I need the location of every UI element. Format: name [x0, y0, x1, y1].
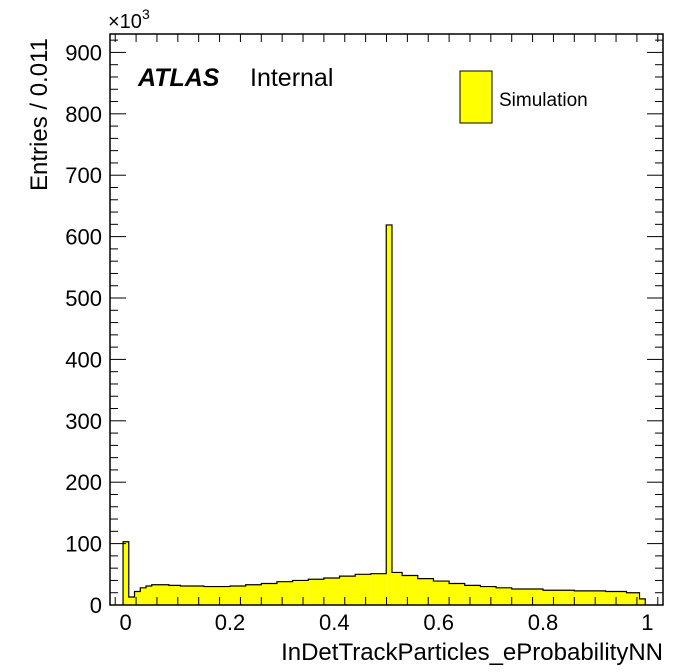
histogram-bin-27 [480, 586, 497, 605]
histogram-outline [122, 224, 646, 605]
y-scale-factor: ×10 [108, 11, 142, 33]
histogram-bin-8 [180, 585, 204, 605]
histogram-bin-25 [449, 583, 465, 605]
y-tick-label: 100 [65, 532, 102, 557]
x-tick-label: 0.4 [319, 610, 350, 635]
legend-swatch [459, 70, 493, 124]
histogram-bin-33 [626, 592, 640, 605]
y-tick-label: 800 [65, 102, 102, 127]
histogram-bin-4 [145, 585, 152, 605]
histogram-bin-15 [308, 579, 324, 605]
histogram-bin-1 [128, 597, 135, 605]
histogram-bin-29 [511, 589, 544, 605]
y-scale-exponent: 3 [142, 6, 150, 22]
x-tick-label: 1 [641, 610, 653, 635]
legend-entry-simulation: Simulation [499, 90, 588, 111]
x-axis-title: InDetTrackParticles_eProbabilityNN [281, 639, 663, 666]
atlas-label: ATLAS [137, 64, 220, 92]
histogram-bin-30 [543, 590, 575, 605]
y-axis-ticks: 0 100 200 300 400 500 600 700 800 900 [65, 39, 663, 618]
atlas-status: Internal [250, 64, 333, 92]
histogram-bin-23 [417, 578, 434, 605]
y-tick-label: 900 [65, 40, 102, 65]
histogram-bin-5 [151, 584, 158, 605]
y-tick-label: 700 [65, 163, 102, 188]
y-tick-label: 600 [65, 225, 102, 250]
histogram-bin-7 [168, 585, 181, 605]
histogram-bin-24 [433, 581, 450, 605]
histogram-bin-26 [464, 585, 481, 605]
histogram-bin-10 [229, 585, 246, 605]
histogram-bars [122, 224, 646, 605]
y-tick-label: 300 [65, 409, 102, 434]
y-tick-label: 0 [90, 593, 102, 618]
histogram-bin-21 [391, 572, 403, 605]
y-tick-label: 200 [65, 470, 102, 495]
histogram-bin-14 [292, 580, 309, 605]
histogram-bin-18 [355, 574, 371, 605]
histogram-bin-6 [157, 584, 169, 605]
x-tick-label: 0.2 [215, 610, 246, 635]
histogram-bin-11 [245, 584, 262, 605]
x-tick-label: 0.8 [528, 610, 559, 635]
histogram-bin-9 [203, 586, 230, 605]
histogram-bin-3 [140, 587, 146, 605]
histogram-bin-13 [276, 581, 293, 605]
histogram-bin-12 [261, 583, 277, 605]
y-tick-label: 400 [65, 347, 102, 372]
y-axis-title: Entries / 0.011 [26, 38, 53, 191]
histogram-bin-19 [370, 573, 387, 605]
histogram-bin-28 [496, 587, 512, 605]
y-scale-label: ×103 [108, 6, 150, 33]
histogram-bin-34 [639, 598, 646, 605]
histogram-bin-20 [386, 224, 392, 605]
histogram-bin-22 [402, 575, 418, 605]
histogram-bin-16 [323, 577, 340, 605]
histogram-bin-17 [339, 576, 356, 605]
histogram-bin-31 [574, 590, 606, 605]
histogram-bin-2 [134, 591, 141, 605]
histogram-bin-0 [123, 541, 129, 605]
x-axis-ticks: 0 0.2 0.4 0.6 0.8 1 [114, 34, 659, 635]
y-tick-label: 500 [65, 286, 102, 311]
x-tick-label: 0 [120, 610, 132, 635]
x-tick-label: 0.6 [423, 610, 454, 635]
